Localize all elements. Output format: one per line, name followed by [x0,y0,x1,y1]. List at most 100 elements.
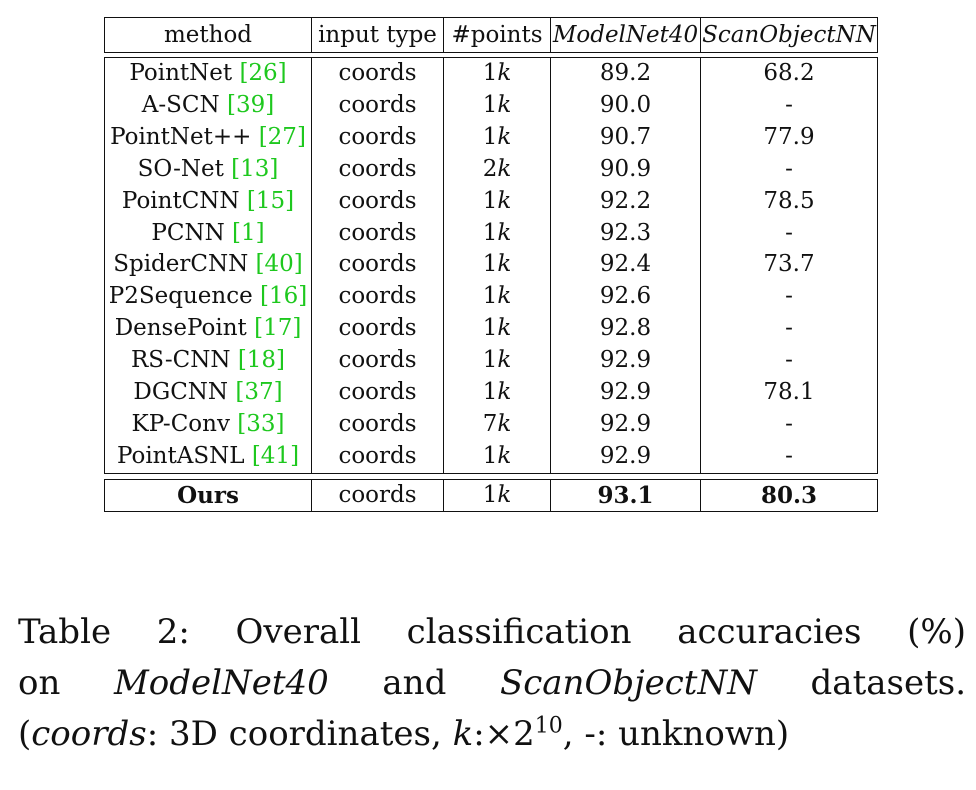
row-points: 1k [443,345,551,378]
reference-link[interactable]: [18] [237,347,286,374]
method-name: RS-CNN [130,347,231,374]
table-body: PointNet [26] coords 1k 89.2 68.2 A-SCN [39] c… [104,56,878,474]
row-input-type: coords [311,185,444,218]
row-scanobjectnn: - [700,217,878,250]
method-name: PointCNN [121,187,240,214]
row-input-type: coords [311,89,444,122]
row-input-type: coords [311,345,444,378]
row-points: 1k [443,89,551,122]
method-name: A-SCN [141,91,220,118]
points-unit: k [497,410,512,437]
row-points: 7k [443,408,551,441]
points-unit: k [497,155,512,182]
caption-line-3: (coords: 3D coordinates, k:×210, -: unkn… [18,709,966,760]
row-input-type: coords [311,217,444,250]
table-row: PCNN [1] coords 1k 92.3- [104,217,878,250]
reference-link[interactable]: [33] [237,410,285,437]
table-row: SO-Net [13] coords 2k 90.9- [104,153,878,186]
points-unit: k [497,283,512,310]
caption-text: on [18,663,61,703]
row-scanobjectnn: - [700,408,878,441]
row-scanobjectnn: - [700,440,878,474]
reference-link[interactable]: [15] [246,187,295,214]
reference-link[interactable]: [26] [239,60,287,86]
row-method: SO-Net [13] [104,153,312,186]
table-row-ours: Ours coords 1k 93.1 80.3 [104,478,878,512]
row-modelnet40: 92.3 [550,217,701,250]
row-scanobjectnn: - [700,313,878,346]
points-num: 1 [482,123,498,150]
table-row: P2Sequence [16] coords 1k 92.6- [104,281,878,314]
points-num: 1 [482,442,498,469]
points-unit: k [497,123,512,150]
reference-link[interactable]: [16] [260,283,308,310]
caption-text: and [382,663,447,703]
table-row: PointCNN [15] coords 1k 92.2 78.5 [104,185,878,218]
caption-dataset-modelnet40: ModelNet40 [113,663,329,703]
row-input-type: coords [311,440,444,474]
reference-link[interactable]: [1] [232,219,265,246]
row-points: 2k [443,153,551,186]
header-row: method input type #points ModelNet40 Sca… [104,17,878,53]
row-method: PointNet++ [27] [104,121,312,154]
row-scanobjectnn: - [700,89,878,122]
caption-text: ( [18,714,32,754]
row-scanobjectnn: - [700,153,878,186]
row-points: 1k [443,249,551,282]
row-input-type: coords [311,121,444,154]
reference-link[interactable]: [41] [251,442,300,469]
ours-points-num: 1 [482,481,498,508]
row-input-type: coords [311,249,444,282]
reference-link[interactable]: [39] [226,91,275,118]
method-name: PointASNL [116,442,245,469]
caption-dataset-scanobjectnn: ScanObjectNN [499,663,757,703]
table-row: SpiderCNN [40] coords 1k 92.4 73.7 [104,249,878,282]
table-row: KP-Conv [33] coords 7k 92.9- [104,408,878,441]
caption-exponent: 10 [534,713,563,739]
points-num: 1 [482,219,498,246]
row-modelnet40: 89.2 [550,56,701,90]
row-modelnet40: 90.0 [550,89,701,122]
method-name: KP-Conv [131,410,230,437]
points-unit: k [497,379,512,406]
points-num: 7 [482,410,498,437]
table-caption: Table 2: Overall classification accuraci… [18,607,966,760]
row-input-type: coords [311,56,444,90]
reference-link[interactable]: [13] [231,155,279,182]
method-name: PointNet [129,60,233,86]
row-scanobjectnn: 73.7 [700,249,878,282]
row-points: 1k [443,440,551,474]
points-num: 1 [482,283,498,310]
reference-link[interactable]: [17] [254,315,302,342]
row-points: 1k [443,121,551,154]
row-scanobjectnn: 68.2 [700,56,878,90]
reference-link[interactable]: [40] [255,251,303,278]
row-method: PointCNN [15] [104,185,312,218]
reference-link[interactable]: [37] [235,379,283,406]
row-points: 1k [443,281,551,314]
points-num: 1 [482,91,498,118]
row-input-type: coords [311,313,444,346]
caption-text: datasets. [810,663,967,703]
table-row: A-SCN [39] coords 1k 90.0- [104,89,878,122]
row-points: 1k [443,56,551,90]
points-num: 1 [482,379,498,406]
row-method: PointNet [26] [104,56,312,90]
caption-line-1: Table 2: Overall classification accuraci… [18,612,966,652]
method-name: PCNN [151,219,225,246]
table-header: method input type #points ModelNet40 Sca… [104,17,878,53]
points-num: 1 [482,187,498,214]
points-num: 1 [482,347,498,374]
points-num: 2 [482,155,498,182]
reference-link[interactable]: [27] [258,123,306,150]
table-row: PointASNL [41] coords 1k 92.9- [104,440,878,474]
table-row: PointNet [26] coords 1k 89.2 68.2 [104,56,878,90]
row-scanobjectnn: - [700,281,878,314]
row-method: DGCNN [37] [104,377,312,409]
table-row: RS-CNN [18] coords 1k 92.9- [104,345,878,378]
ours-method: Ours [104,478,312,512]
row-modelnet40: 92.4 [550,249,701,282]
table-row: DensePoint [17] coords 1k 92.8- [104,313,878,346]
row-modelnet40: 92.2 [550,185,701,218]
ours-modelnet40: 93.1 [550,478,701,512]
